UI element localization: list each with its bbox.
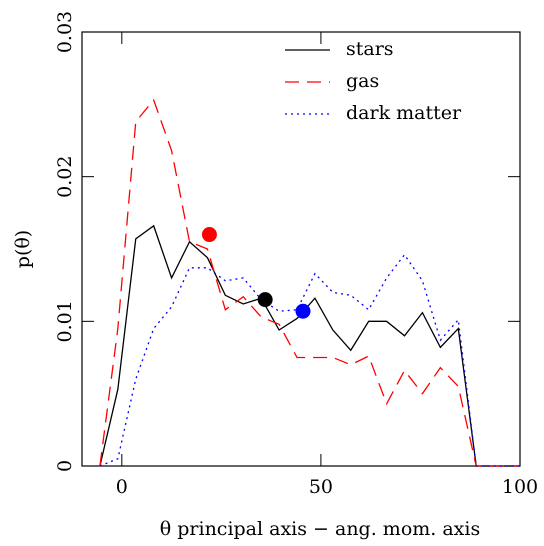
legend-label: gas [346, 70, 379, 92]
series-line [99, 224, 520, 467]
marker [201, 227, 217, 243]
x-tick-label: 0 [116, 476, 128, 498]
plot-frame [81, 31, 521, 467]
x-tick-label: 50 [309, 476, 333, 498]
y-tick-label: 0 [54, 460, 76, 472]
legend-label: stars [346, 38, 394, 60]
x-axis-label: θ principal axis − ang. mom. axis [160, 518, 480, 540]
marker [295, 303, 311, 319]
y-tick-label: 0.03 [54, 11, 76, 53]
y-tick-label: 0.01 [54, 300, 76, 342]
series-line [99, 253, 520, 467]
x-tick-label: 100 [502, 476, 538, 498]
marker [257, 292, 273, 308]
y-tick-label: 0.02 [54, 156, 76, 198]
y-axis-label: p(θ) [12, 230, 34, 268]
series-line [99, 98, 520, 467]
legend-label: dark matter [346, 102, 462, 124]
